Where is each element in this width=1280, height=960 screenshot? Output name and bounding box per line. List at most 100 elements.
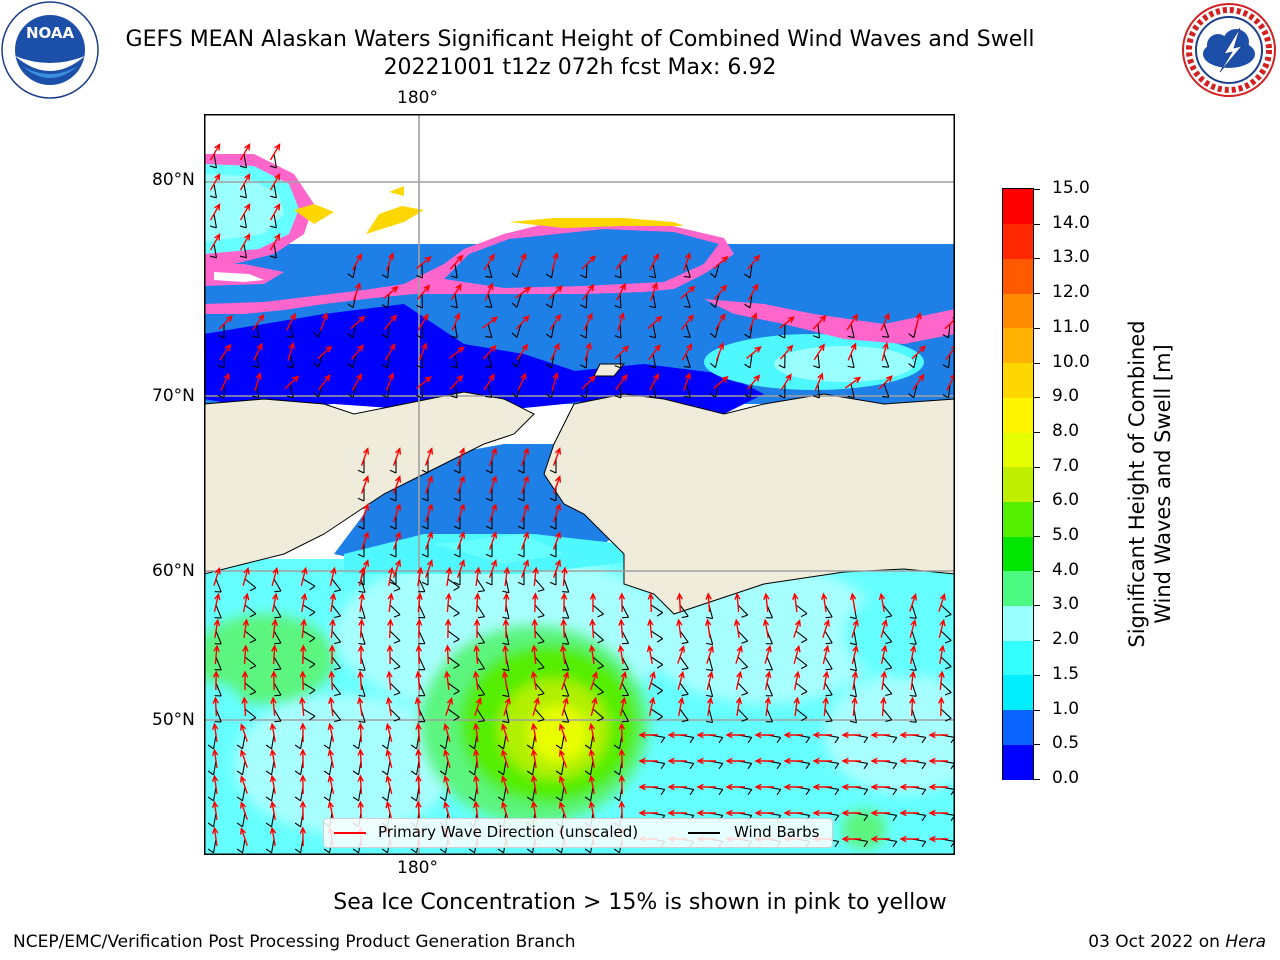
sea-ice-note: Sea Ice Concentration > 15% is shown in …: [333, 890, 947, 915]
wave-arrow: [746, 374, 761, 390]
wave-arrow: [618, 592, 626, 613]
wave-arrow: [392, 475, 402, 494]
wind-barb: [439, 786, 449, 802]
wave-arrow: [590, 671, 598, 690]
wind-barb: [485, 353, 493, 369]
footer-date: 03 Oct 2022 on: [1088, 932, 1226, 952]
wave-arrow: [813, 343, 825, 361]
wave-arrow: [754, 783, 774, 791]
wave-arrow: [456, 531, 466, 550]
wave-arrow: [649, 372, 659, 391]
wind-barb: [273, 682, 282, 697]
wave-arrow: [385, 748, 393, 768]
wind-barb: [882, 708, 893, 723]
wave-arrow: [445, 592, 452, 613]
wind-barb: [511, 323, 522, 338]
wind-barb: [302, 630, 316, 643]
wave-arrow: [449, 254, 464, 270]
wind-barb: [562, 578, 570, 593]
wave-arrow: [646, 644, 654, 665]
wave-arrow: [320, 312, 328, 331]
wave-arrow: [696, 809, 716, 817]
wave-arrow: [530, 748, 538, 769]
wind-barb: [381, 786, 391, 802]
wave-arrow: [299, 696, 306, 717]
wave-arrow: [242, 566, 250, 586]
wind-barb: [584, 760, 594, 776]
wave-arrow: [481, 316, 499, 329]
wind-barb: [744, 383, 753, 399]
wind-barb: [244, 656, 257, 670]
wave-arrow: [502, 618, 510, 639]
wind-barb: [765, 708, 773, 723]
wave-arrow: [351, 252, 363, 271]
wind-barb: [450, 293, 458, 309]
wind-barb: [416, 383, 424, 399]
wind-barb: [323, 734, 333, 750]
wind-barb: [358, 578, 366, 593]
wave-arrow: [532, 696, 540, 716]
wind-barb: [302, 708, 316, 721]
wind-barb: [389, 682, 401, 696]
wave-arrow: [561, 671, 569, 690]
wave-arrow: [899, 809, 919, 817]
wind-barb: [476, 630, 486, 645]
footer-right: 03 Oct 2022 on Hera: [1088, 932, 1266, 952]
wave-arrow: [583, 312, 593, 331]
wave-arrow: [847, 342, 857, 361]
wave-arrow: [617, 644, 625, 665]
colorbar-tick: [1034, 223, 1040, 225]
colorbar-tick: [1034, 189, 1040, 190]
wind-barb: [909, 656, 917, 671]
wave-arrow: [713, 375, 729, 390]
colorbar-segment: [1003, 189, 1033, 225]
wave-arrow: [418, 342, 428, 361]
wave-arrow: [764, 644, 772, 664]
wave-arrow: [242, 644, 249, 665]
wind-barb: [453, 515, 461, 530]
wind-barb: [439, 734, 449, 750]
wind-barb: [580, 323, 588, 339]
wave-arrow: [503, 566, 510, 587]
colorbar-tick-label: 5.0: [1052, 525, 1080, 546]
wave-arrow: [870, 731, 890, 739]
wave-arrow: [841, 783, 861, 791]
wind-barb: [534, 708, 545, 722]
wind-barb: [439, 760, 449, 776]
wave-arrow: [300, 592, 308, 613]
wave-arrow: [385, 800, 393, 820]
wave-arrow: [754, 757, 774, 765]
wave-arrow: [780, 373, 792, 391]
wave-arrow: [648, 344, 661, 360]
wind-barb: [476, 604, 486, 619]
wave-arrow: [360, 503, 370, 522]
wind-barb: [252, 323, 260, 339]
wave-arrow: [812, 757, 832, 765]
wave-arrow: [269, 800, 277, 821]
wind-barb: [447, 604, 460, 617]
wind-barb: [252, 383, 260, 399]
wave-arrow: [619, 696, 627, 716]
wave-arrow: [351, 372, 363, 391]
wind-barb: [209, 243, 217, 259]
wind-barb: [497, 786, 507, 802]
wave-arrow: [253, 342, 263, 361]
wind-barb: [813, 353, 821, 369]
wind-barb: [485, 543, 493, 558]
colorbar-tick: [1034, 293, 1040, 295]
wind-barb: [331, 708, 342, 723]
wave-arrow: [733, 618, 741, 639]
wave-arrow: [582, 283, 595, 301]
wave-arrow: [683, 252, 691, 271]
wave-arrow: [385, 774, 393, 794]
wind-barb: [358, 604, 366, 619]
wave-arrow: [443, 722, 451, 742]
wave-arrow: [558, 775, 568, 794]
wave-arrow: [416, 592, 423, 613]
wave-arrow: [938, 644, 946, 665]
wind-barb: [621, 682, 630, 697]
wind-barb: [381, 323, 390, 339]
wind-barb: [650, 630, 664, 643]
wind-barb: [357, 543, 365, 558]
wind-barb: [447, 578, 460, 591]
